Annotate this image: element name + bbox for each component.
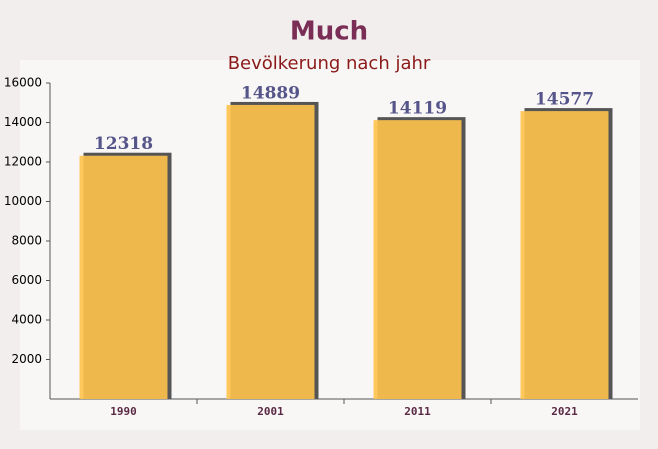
y-tick-label: 12000 [4, 155, 42, 169]
bar [226, 104, 315, 399]
x-tick-label: 2021 [551, 405, 578, 418]
y-tick-label: 4000 [11, 313, 42, 327]
y-tick-label: 16000 [4, 76, 42, 90]
value-label: 14119 [388, 99, 447, 119]
bar [79, 155, 168, 399]
bar [373, 120, 462, 399]
x-tick-label: 2011 [404, 405, 431, 418]
value-label: 14577 [535, 90, 594, 110]
chart-subtitle: Bevölkerung nach jahr [228, 53, 431, 74]
y-tick-label: 10000 [4, 194, 42, 208]
value-label: 12318 [94, 134, 153, 154]
y-tick-label: 14000 [4, 115, 42, 129]
x-tick-label: 1990 [110, 405, 137, 418]
y-tick-label: 6000 [11, 273, 42, 287]
y-tick-label: 8000 [11, 234, 42, 248]
chart-title: Much [290, 17, 368, 47]
bar [520, 111, 609, 399]
y-tick-label: 2000 [11, 352, 42, 366]
value-label: 14889 [241, 83, 300, 103]
x-tick-label: 2001 [257, 405, 284, 418]
